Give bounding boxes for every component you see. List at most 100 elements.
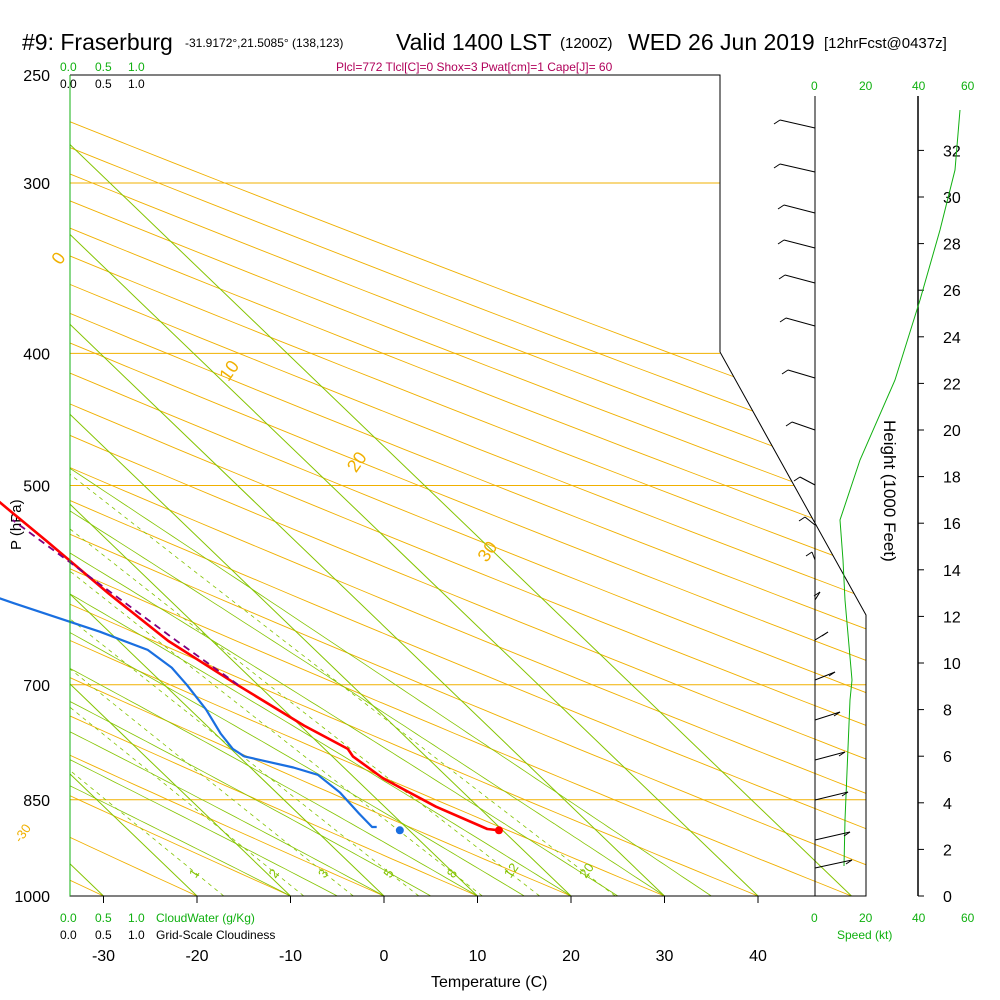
speed-bottom-20: 20	[859, 911, 873, 925]
valid-time: Valid 1400 LST	[396, 29, 552, 55]
isohume-label: 8	[444, 866, 460, 881]
isohume-label: 2	[266, 866, 282, 881]
dry-adiabat-line	[70, 75, 478, 896]
dry-adiabat-line	[70, 75, 759, 896]
cloudwater-bottom-1: 0.5	[95, 911, 112, 925]
dry-adiabat-line	[70, 75, 104, 896]
dewpoint-profile	[0, 597, 377, 829]
dry-adiabat-label: 10	[215, 357, 243, 385]
wind-barb	[791, 421, 816, 431]
cloudiness-bottom-1: 0.5	[95, 928, 112, 942]
wind-barb-flag	[779, 317, 787, 323]
isohume-line	[70, 352, 420, 896]
wind-barb	[814, 591, 821, 601]
isohume-label: 5	[380, 866, 396, 881]
wind-barb-flag	[793, 476, 801, 482]
curves-layer	[0, 500, 503, 835]
surface-dewpoint-point	[395, 826, 404, 835]
wind-barb-flag	[777, 204, 785, 210]
dry-adiabat-line	[0, 51, 10, 896]
pressure-tick-label: 500	[23, 479, 50, 496]
wind-barb-flag	[773, 119, 781, 125]
height-tick-label: 8	[943, 703, 952, 720]
height-tick-label: 22	[943, 376, 961, 393]
moist-adiabat-line	[70, 75, 431, 896]
isotherm-line	[70, 75, 759, 896]
dry-adiabat-line	[70, 75, 866, 896]
wind-barb-flag	[785, 421, 793, 427]
moist-adiabat-line	[70, 75, 338, 896]
speed-top-20: 20	[859, 79, 873, 93]
height-tick-label: 2	[943, 842, 952, 859]
utc-time: (1200Z)	[560, 35, 613, 52]
wind-barb	[779, 119, 816, 129]
height-tick-label: 28	[943, 237, 961, 254]
height-tick-label: 6	[943, 749, 952, 766]
wind-barb	[784, 274, 816, 284]
temperature-tick-label: -20	[185, 948, 208, 965]
moist-adiabat-line	[70, 75, 478, 896]
dry-adiabat-line	[70, 75, 866, 896]
isotherm-line	[70, 75, 291, 896]
cloudwater-label: CloudWater (g/Kg)	[156, 911, 255, 925]
dry-adiabat-label: 30	[473, 538, 501, 566]
pressure-tick-label: 400	[23, 346, 50, 363]
wind-layer	[773, 109, 961, 869]
wind-barb	[814, 859, 853, 869]
height-tick-label: 10	[943, 656, 961, 673]
wind-barb-flag	[845, 859, 853, 865]
height-tick-label: 30	[943, 190, 961, 207]
isohume-line	[70, 352, 616, 896]
grid-clip-group	[0, 51, 866, 896]
isotherm-line	[70, 75, 104, 896]
speed-bottom-40: 40	[912, 911, 926, 925]
cloudwater-scale-2: 1.0	[128, 60, 145, 74]
temperature-tick-label: 20	[562, 948, 580, 965]
axes-layer: 123581220-30-20-100100102030250300400500…	[11, 68, 961, 965]
wind-barb-flag	[821, 631, 829, 637]
dry-adiabat-line	[70, 75, 866, 896]
cloudiness-bottom-0: 0.0	[60, 928, 77, 942]
dry-adiabat-label: 0	[47, 248, 69, 268]
wind-barb-flag	[778, 274, 786, 280]
wind-barb	[804, 516, 816, 526]
dry-adiabat-line	[70, 75, 385, 896]
x-axis-title: Temperature (C)	[431, 974, 547, 991]
isohume-group	[70, 352, 616, 896]
moist-adiabat-line	[70, 75, 385, 896]
isotherm-line	[0, 51, 10, 896]
moist-adiabat-line	[70, 75, 291, 896]
isotherm-line	[70, 75, 478, 896]
valid-date: WED 26 Jun 2019	[628, 29, 815, 55]
isohume-label: 20	[576, 860, 597, 880]
temperature-tick-label: 10	[469, 948, 487, 965]
dry-adiabat-label: -30	[11, 821, 34, 845]
isohume-label: 3	[315, 866, 331, 881]
moist-adiabat-line	[70, 75, 619, 896]
height-tick-label: 0	[943, 889, 952, 906]
pressure-tick-label: 1000	[14, 889, 50, 906]
temperature-tick-label: 30	[656, 948, 674, 965]
moist-adiabat-line	[70, 75, 665, 896]
dry-adiabat-line	[70, 75, 866, 896]
dry-adiabat-line	[70, 75, 866, 896]
isohume-label: 12	[501, 860, 522, 880]
speed-top-60: 60	[961, 79, 975, 93]
dry-adiabat-line	[70, 75, 866, 896]
station-title: #9: Fraserburg	[22, 29, 173, 55]
wind-barb	[814, 711, 841, 721]
isohume-line	[70, 352, 354, 896]
wind-barb-flag	[781, 369, 789, 375]
grid-layer	[0, 51, 866, 896]
dry-adiabat-line	[70, 75, 866, 896]
isotherm-line	[70, 75, 385, 896]
isohume-label: 1	[186, 866, 202, 881]
dry-adiabat-line	[70, 75, 866, 896]
wind-barb-flag	[805, 551, 813, 557]
dry-adiabat-line	[70, 75, 866, 896]
wind-barb	[814, 671, 836, 681]
isotherm-line	[70, 75, 572, 896]
isotherm-group	[0, 51, 852, 896]
wind-barb-flag	[798, 516, 806, 522]
